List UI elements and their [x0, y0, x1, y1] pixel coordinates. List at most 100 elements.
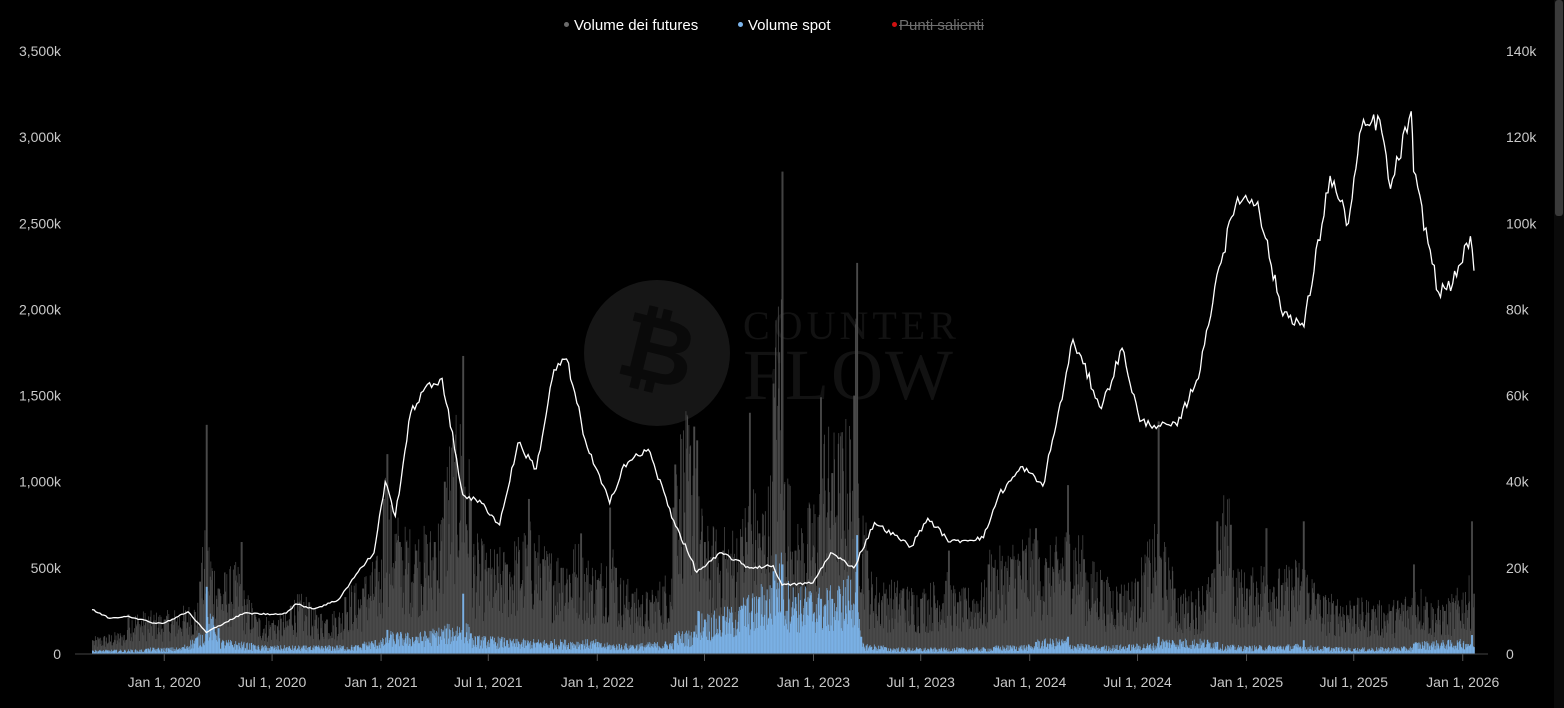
bar: [321, 645, 322, 654]
bar: [455, 630, 457, 654]
bar: [150, 616, 151, 654]
bar: [533, 638, 535, 654]
scrollbar[interactable]: [1554, 0, 1564, 708]
bar: [968, 587, 969, 654]
bar: [510, 641, 512, 654]
bar: [821, 575, 823, 654]
bar: [611, 645, 613, 654]
bar: [1295, 646, 1297, 654]
bar: [1273, 586, 1274, 654]
bar: [291, 605, 292, 654]
bar: [1234, 646, 1236, 654]
bar: [1187, 648, 1189, 654]
bar: [489, 643, 491, 654]
bar: [978, 628, 980, 654]
bar: [803, 608, 805, 654]
bar: [1244, 645, 1245, 654]
bar: [869, 645, 871, 654]
bar: [889, 648, 891, 654]
bar: [653, 623, 655, 654]
bar: [1334, 635, 1335, 654]
bar: [975, 612, 976, 654]
bar: [371, 572, 373, 654]
legend-item-highlights[interactable]: Punti salienti: [892, 17, 984, 34]
bar: [1126, 648, 1128, 654]
bar: [379, 645, 381, 654]
bar: [965, 649, 967, 654]
scrollbar-thumb[interactable]: [1555, 0, 1563, 216]
bar: [524, 596, 526, 654]
bar: [590, 624, 591, 654]
bar: [720, 607, 722, 654]
bar: [1170, 616, 1172, 654]
bar: [1086, 580, 1088, 654]
bar: [1000, 560, 1002, 654]
bar: [1193, 639, 1195, 654]
bar: [1359, 648, 1360, 654]
bar: [548, 565, 549, 654]
bar: [1460, 628, 1462, 654]
bar: [579, 643, 581, 654]
bar: [753, 562, 755, 654]
bar: [558, 646, 560, 654]
bar: [1350, 633, 1352, 654]
bar: [825, 626, 827, 654]
bar: [1132, 644, 1134, 654]
bar: [868, 578, 869, 654]
bar: [157, 634, 158, 654]
bar: [519, 549, 520, 654]
bar: [143, 635, 145, 654]
bar: [1288, 644, 1290, 654]
bar: [255, 649, 257, 654]
bar: [1331, 648, 1333, 654]
legend-item-spot[interactable]: Volume spot: [738, 17, 831, 34]
bar: [956, 626, 958, 654]
bar: [283, 648, 285, 654]
bar: [1064, 642, 1066, 654]
bar: [612, 557, 613, 654]
bar: [93, 645, 95, 654]
bar: [1019, 561, 1021, 654]
bar: [147, 621, 148, 654]
bar: [808, 591, 810, 654]
bar: [177, 625, 179, 654]
bar: [1373, 605, 1375, 654]
bar: [1006, 567, 1008, 654]
bar: [500, 640, 501, 654]
bar: [1345, 631, 1347, 654]
bar: [471, 498, 472, 654]
bar: [580, 649, 581, 654]
bar: [980, 600, 982, 654]
bar: [1010, 559, 1012, 654]
bar: [158, 649, 160, 654]
bar: [1091, 588, 1093, 654]
bar: [295, 649, 297, 654]
bar: [164, 619, 166, 654]
bar: [1447, 639, 1449, 654]
bar: [850, 618, 852, 654]
bar: [1400, 616, 1402, 654]
legend-item-futures[interactable]: Volume dei futures: [564, 17, 698, 34]
bar: [135, 626, 137, 654]
bar: [1396, 648, 1398, 654]
bar: [605, 646, 607, 654]
bar: [1112, 614, 1113, 654]
bar: [212, 616, 213, 654]
bar: [586, 567, 587, 654]
bar: [689, 453, 690, 654]
bar: [1060, 563, 1062, 654]
bar: [1405, 627, 1407, 654]
bar: [728, 549, 729, 654]
bar: [647, 620, 649, 654]
bar: [1395, 647, 1396, 654]
bar: [1456, 648, 1457, 654]
bar: [1103, 650, 1105, 654]
bar: [202, 634, 203, 654]
bar: [139, 649, 141, 654]
bar: [1151, 645, 1153, 654]
bar: [530, 641, 532, 654]
bar: [270, 627, 272, 654]
bar: [773, 383, 775, 654]
bar: [1432, 619, 1434, 654]
bar: [894, 648, 895, 654]
